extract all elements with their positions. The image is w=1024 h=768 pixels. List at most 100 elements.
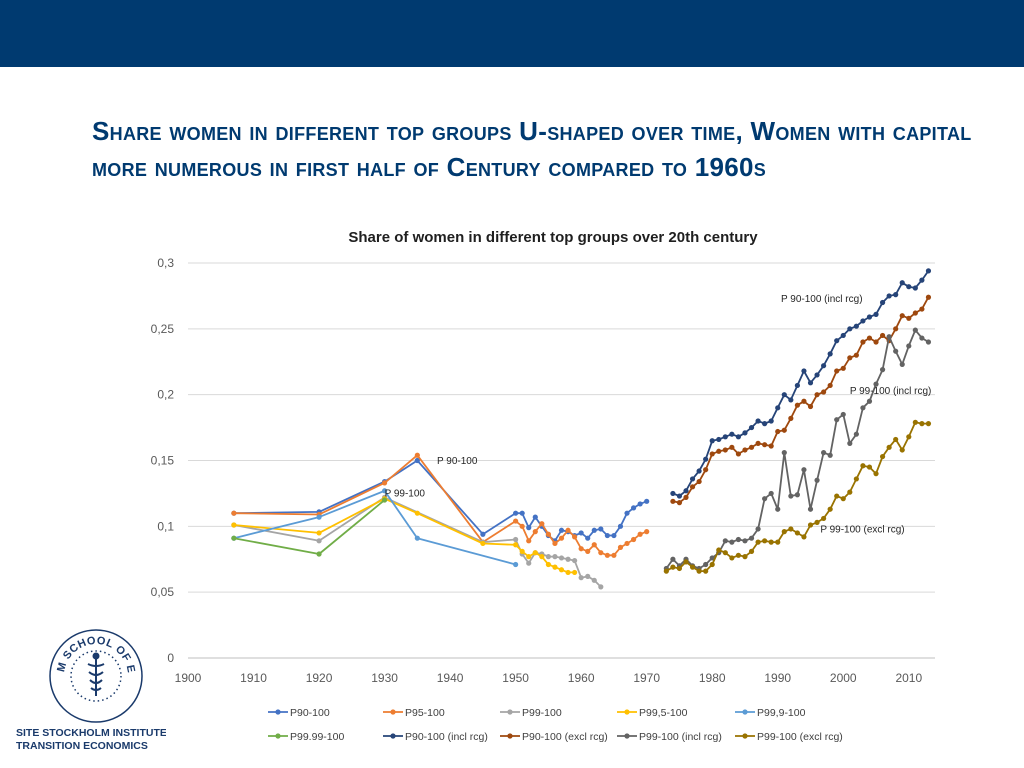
data-point [676,493,683,499]
caduceus-icon [87,652,105,696]
y-tick-label: 0,15 [151,454,175,468]
data-point [866,398,873,404]
data-point [775,539,781,545]
data-point [578,530,584,536]
data-point [578,546,584,552]
data-point [879,453,886,460]
data-point [617,523,624,529]
legend-swatch-marker [742,709,748,715]
data-point [545,561,551,568]
legend-swatch-marker [275,709,281,715]
data-point [853,323,859,329]
x-tick-label: 1910 [240,671,267,685]
legend-item: P90-100 (excl rcg) [500,731,608,743]
data-point [906,284,912,290]
data-point [513,518,519,524]
data-point [316,538,322,544]
data-point [617,544,624,551]
data-point [775,405,781,411]
data-point [821,389,827,395]
data-point [729,444,735,450]
data-point [860,405,866,411]
data-point [742,554,748,560]
data-point [676,500,683,506]
data-point [604,552,610,558]
y-tick-label: 0,3 [157,256,174,270]
data-point [526,525,532,531]
data-point [794,382,800,389]
data-point [585,548,591,554]
data-point [788,415,794,421]
data-point [604,532,610,539]
data-point [742,447,748,453]
data-point [768,443,774,449]
legend-label: P90-100 [290,707,330,719]
data-point [624,540,630,547]
data-point [801,398,807,404]
data-point [591,542,597,548]
data-point [899,280,905,286]
data-point [781,529,787,535]
data-point [513,561,519,568]
data-point [572,557,578,564]
x-tick-label: 1900 [175,671,202,685]
data-point [735,552,742,558]
legend: P90-100 P95-100 P99-100 P99,5-100 P99,9-100 P… [268,707,843,743]
data-point [821,450,827,456]
data-point [879,299,886,306]
data-point [519,523,525,529]
data-point [703,456,709,462]
data-point [879,332,886,339]
data-point [381,488,388,494]
legend-swatch-marker [507,709,513,715]
data-point [591,577,597,583]
data-point [670,556,676,562]
data-point [729,431,735,437]
data-point [598,584,604,590]
legend-item: P99,5-100 [617,707,688,719]
data-point [807,506,814,512]
series-line [233,489,516,566]
data-point [755,418,761,424]
series [231,452,650,558]
legend-item: P90-100 [268,707,330,719]
x-tick-label: 1930 [371,671,398,685]
x-tick-label: 2000 [830,671,857,685]
data-point [316,530,322,536]
data-point [919,277,925,283]
legend-label: P90-100 (incl rcg) [405,731,488,743]
data-point [598,526,604,532]
footer-line-1: SITE STOCKHOLM INSTITUTE OF [16,727,166,739]
annotation-label: P 99-100 (incl rcg) [850,386,932,397]
data-point [788,397,794,403]
data-point [231,522,237,528]
data-point [722,447,728,453]
data-point [480,540,486,547]
series [231,488,519,568]
data-point [762,442,768,448]
data-point [906,315,912,321]
data-point [893,292,899,298]
series [670,294,932,506]
data-point [801,534,807,540]
data-point [716,547,722,553]
data-point [834,338,840,344]
data-point [532,529,538,535]
data-point [748,548,755,554]
data-point [781,450,787,456]
data-point [558,567,565,573]
data-point [788,526,794,532]
logo-dots-ring [70,650,122,702]
legend-item: P90-100 (incl rcg) [383,731,488,743]
y-tick-label: 0,25 [151,322,175,336]
data-point [689,564,696,570]
x-tick-label: 1940 [437,671,464,685]
footer-line-2: TRANSITION ECONOMICS [16,740,148,752]
data-point [519,510,525,516]
data-point [873,471,879,477]
data-point [526,554,532,560]
data-point [847,440,853,446]
data-point [703,561,709,568]
data-point [630,505,637,511]
